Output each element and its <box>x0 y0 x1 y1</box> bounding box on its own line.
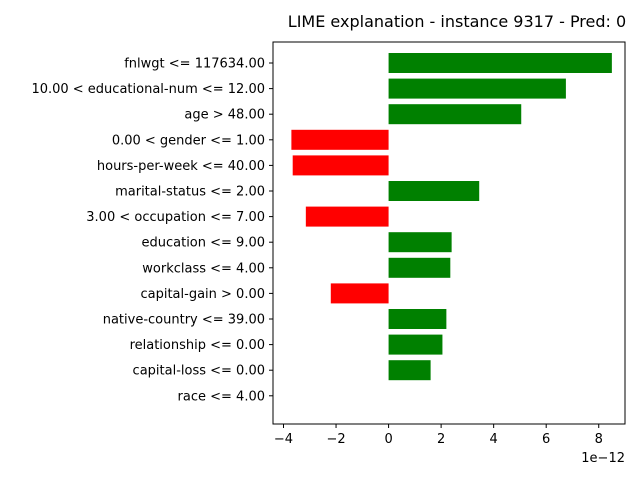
bar-3 <box>291 129 389 150</box>
y-tick-label: native-country <= 39.00 <box>103 313 265 328</box>
bar-9 <box>330 283 389 304</box>
bar-11 <box>388 334 443 355</box>
bar-4 <box>292 155 389 176</box>
chart-title: LIME explanation - instance 9317 - Pred:… <box>288 12 626 31</box>
y-tick-label: marital-status <= 2.00 <box>115 185 265 200</box>
bar-2 <box>388 104 522 125</box>
y-tick-label: capital-gain > 0.00 <box>140 287 265 302</box>
y-tick-label: fnlwgt <= 117634.00 <box>124 57 265 72</box>
y-tick-label: education <= 9.00 <box>142 236 266 251</box>
y-tick-label: 10.00 < educational-num <= 12.00 <box>31 82 265 97</box>
bar-6 <box>305 206 389 227</box>
x-tick-label: 2 <box>437 432 445 447</box>
x-tick-label: 0 <box>384 432 392 447</box>
bar-12 <box>388 360 431 381</box>
y-tick-label: race <= 4.00 <box>178 389 265 404</box>
bars-group <box>291 53 612 381</box>
x-tick-label: 6 <box>542 432 550 447</box>
bar-7 <box>388 232 452 253</box>
x-tick-label: 8 <box>595 432 603 447</box>
bar-8 <box>388 257 451 278</box>
x-tick-label: −4 <box>274 432 293 447</box>
x-ticks: −4 −2 0 2 4 6 8 <box>274 424 603 447</box>
x-offset-label: 1e−12 <box>581 451 625 466</box>
y-tick-label: age > 48.00 <box>184 108 265 123</box>
bar-1 <box>388 78 566 99</box>
x-tick-label: −2 <box>326 432 345 447</box>
y-tick-label: capital-loss <= 0.00 <box>133 364 265 379</box>
y-tick-labels: fnlwgt <= 117634.00 10.00 < educational-n… <box>31 57 273 404</box>
plot-frame <box>272 41 626 425</box>
bar-5 <box>388 181 480 201</box>
y-tick-label: hours-per-week <= 40.00 <box>97 159 265 174</box>
bar-0 <box>388 53 612 73</box>
x-tick-label: 4 <box>490 432 498 447</box>
y-tick-label: workclass <= 4.00 <box>142 261 265 276</box>
y-tick-label: relationship <= 0.00 <box>130 338 265 353</box>
y-tick-label: 3.00 < occupation <= 7.00 <box>86 210 265 225</box>
bar-10 <box>388 309 447 329</box>
y-tick-label: 0.00 < gender <= 1.00 <box>112 133 265 148</box>
